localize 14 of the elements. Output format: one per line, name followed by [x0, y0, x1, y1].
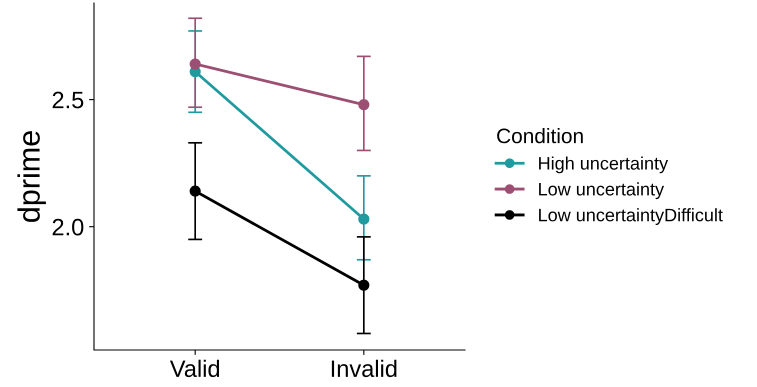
- y-axis-title: dprime: [17, 131, 46, 222]
- legend-label: High uncertainty: [539, 156, 668, 174]
- point: [190, 186, 201, 197]
- legend-label: Low uncertaintyDifficult: [539, 208, 723, 225]
- point: [190, 58, 201, 70]
- point: [358, 214, 370, 225]
- x-tick-label: Valid: [170, 360, 220, 378]
- legend-label: Low uncertainty: [539, 182, 664, 200]
- y-tick-label: 2.0: [52, 218, 84, 236]
- legend-title: Condition: [497, 128, 583, 144]
- y-tick-label: 2.5: [52, 92, 84, 108]
- point: [358, 280, 370, 291]
- point: [358, 99, 370, 110]
- x-tick-label: Invalid: [332, 360, 396, 378]
